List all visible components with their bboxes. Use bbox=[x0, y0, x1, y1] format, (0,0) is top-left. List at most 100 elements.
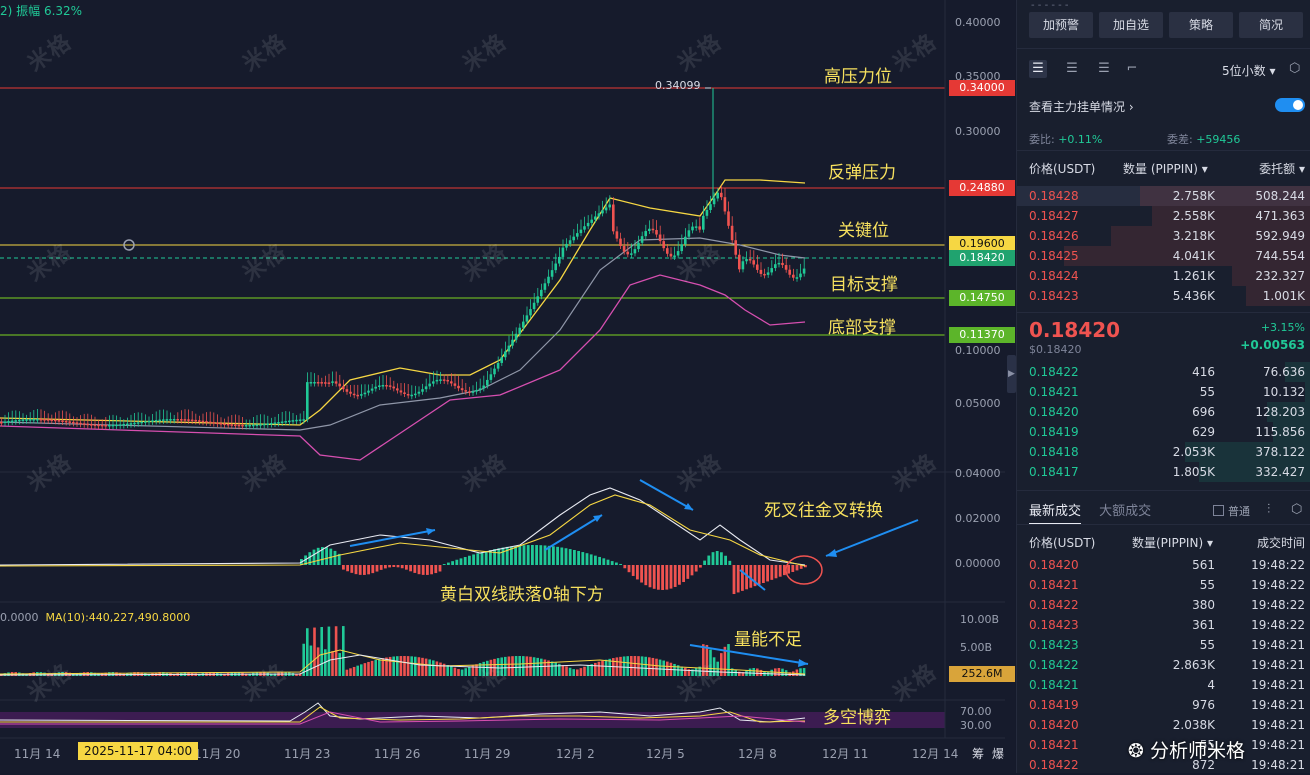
ask-qty: 2.558K bbox=[1172, 209, 1215, 223]
trade-col-qty-header[interactable]: 数量(PIPPIN) ▾ bbox=[1132, 536, 1213, 550]
candle-body bbox=[514, 333, 518, 340]
volume-bar bbox=[244, 673, 248, 676]
trade-price: 0.18420 bbox=[1029, 718, 1079, 732]
macd-bar bbox=[585, 553, 589, 565]
ask-row[interactable]: 0.18427 2.558K 471.363 bbox=[1017, 206, 1310, 226]
macd-bar bbox=[409, 565, 412, 572]
ask-row[interactable]: 0.18424 1.261K 232.327 bbox=[1017, 266, 1310, 286]
candle-body bbox=[651, 228, 655, 231]
bid-row[interactable]: 0.18421 55 10.132 bbox=[1017, 382, 1310, 402]
volume-bar bbox=[511, 656, 514, 676]
overview-button[interactable]: 简况 bbox=[1239, 12, 1303, 38]
volume-bar bbox=[561, 665, 565, 676]
volume-bar bbox=[442, 663, 446, 676]
orderbook-bids-icon[interactable]: ☰ bbox=[1066, 61, 1078, 76]
bid-row[interactable]: 0.18418 2.053K 378.122 bbox=[1017, 442, 1310, 462]
volume-bar bbox=[367, 661, 370, 676]
volume-bar bbox=[198, 673, 201, 676]
volume-bar bbox=[90, 672, 93, 676]
trade-qty: 55 bbox=[1199, 578, 1215, 592]
add-alert-button[interactable]: 加预警 bbox=[1029, 12, 1093, 38]
tab-latest-trades[interactable]: 最新成交 bbox=[1029, 500, 1082, 525]
macd-bar bbox=[707, 555, 711, 565]
trade-price: 0.18421 bbox=[1029, 578, 1079, 592]
macd-bar bbox=[762, 565, 765, 583]
liquidation-button[interactable]: 爆 bbox=[992, 747, 1005, 761]
ask-row[interactable]: 0.18423 5.436K 1.001K bbox=[1017, 286, 1310, 306]
candle-body bbox=[43, 419, 46, 421]
macd-bar bbox=[463, 557, 467, 565]
candle-body bbox=[136, 422, 140, 424]
volume-arrow bbox=[689, 644, 809, 665]
candle-body bbox=[388, 385, 392, 387]
bid-row[interactable]: 0.18420 696 128.203 bbox=[1017, 402, 1310, 422]
orderbook-both-icon[interactable]: ☰ bbox=[1029, 60, 1047, 78]
watch-mainforce-link[interactable]: 查看主力挂单情况 › bbox=[1029, 100, 1134, 114]
ask-row[interactable]: 0.18425 4.041K 744.554 bbox=[1017, 246, 1310, 266]
chart-canvas[interactable] bbox=[0, 0, 1015, 773]
candle-body bbox=[558, 256, 561, 264]
chip-distribution-button[interactable]: 筹 bbox=[972, 747, 985, 761]
macd-bar bbox=[375, 565, 379, 572]
tab-large-trades[interactable]: 大额成交 bbox=[1099, 504, 1152, 519]
orderbook-asks-icon[interactable]: ☰ bbox=[1098, 61, 1110, 76]
trade-qty: 55 bbox=[1199, 638, 1215, 652]
candle-body bbox=[799, 273, 802, 278]
candle-body bbox=[784, 265, 788, 270]
candle-body bbox=[172, 419, 176, 421]
col-total-header[interactable]: 委托额 ▾ bbox=[1259, 162, 1305, 176]
trade-time: 19:48:21 bbox=[1251, 758, 1305, 772]
volume-bar bbox=[604, 659, 608, 676]
price-tag-bottom: 0.11370 bbox=[949, 327, 1015, 343]
candle-body bbox=[716, 192, 719, 199]
volume-bar bbox=[709, 649, 712, 676]
candle-body bbox=[442, 379, 446, 381]
volume-bar bbox=[403, 656, 406, 676]
trade-time: 19:48:22 bbox=[1251, 578, 1305, 592]
candle-body bbox=[248, 424, 251, 427]
trade-time: 19:48:22 bbox=[1251, 618, 1305, 632]
trade-qty: 4 bbox=[1207, 678, 1215, 692]
depth-bar bbox=[1284, 362, 1310, 382]
candle-body bbox=[50, 419, 53, 421]
candle-body bbox=[183, 419, 187, 421]
collapse-panel-handle[interactable]: ▶ bbox=[1007, 355, 1016, 393]
chart-area[interactable]: 2) 振幅 6.32% 米格 米格 米格 米格 米格 米格 米格 米格 米格 米… bbox=[0, 0, 1150, 773]
trade-row: 0.18421 55 19:48:22 bbox=[1017, 575, 1310, 595]
candle-body bbox=[478, 388, 482, 391]
macd-bar bbox=[610, 561, 614, 565]
candle-body bbox=[273, 422, 277, 424]
macd-bar bbox=[312, 549, 316, 565]
candle-body bbox=[428, 383, 431, 387]
level-handle[interactable] bbox=[123, 239, 135, 251]
ask-price: 0.18428 bbox=[1029, 189, 1079, 203]
volume-bar bbox=[108, 672, 111, 676]
ask-row[interactable]: 0.18426 3.218K 592.949 bbox=[1017, 226, 1310, 246]
mainforce-toggle[interactable] bbox=[1275, 98, 1305, 112]
macd-bar bbox=[316, 547, 320, 565]
col-qty-header[interactable]: 数量 (PIPPIN) ▾ bbox=[1123, 162, 1208, 176]
filter-icon[interactable]: ⫶ bbox=[1267, 502, 1271, 517]
add-watchlist-button[interactable]: 加自选 bbox=[1099, 12, 1163, 38]
candle-body bbox=[356, 394, 359, 397]
volume-bar bbox=[410, 656, 413, 676]
bid-qty: 55 bbox=[1199, 385, 1215, 399]
bid-row[interactable]: 0.18422 416 76.636 bbox=[1017, 362, 1310, 382]
candle-body bbox=[738, 254, 741, 270]
trade-qty: 55 bbox=[1199, 738, 1215, 752]
orderbook-mode-icon[interactable]: ⌐ bbox=[1126, 61, 1138, 76]
cross-highlight-circle bbox=[785, 555, 823, 585]
ask-row[interactable]: 0.18428 2.758K 508.244 bbox=[1017, 186, 1310, 206]
ask-qty: 3.218K bbox=[1172, 229, 1215, 243]
candle-body bbox=[3, 421, 7, 424]
settings-icon[interactable]: ⬡ bbox=[1289, 61, 1301, 76]
bid-row[interactable]: 0.18419 629 115.856 bbox=[1017, 422, 1310, 442]
volume-bar bbox=[273, 673, 277, 676]
candle-body bbox=[57, 420, 61, 422]
volume-bar bbox=[432, 660, 435, 676]
bid-row[interactable]: 0.18417 1.805K 332.427 bbox=[1017, 462, 1310, 482]
normal-checkbox[interactable]: 普通 bbox=[1213, 503, 1250, 519]
precision-select[interactable]: 5位小数 ▾ bbox=[1222, 64, 1276, 78]
strategy-button[interactable]: 策略 bbox=[1169, 12, 1233, 38]
settings-icon[interactable]: ⬡ bbox=[1291, 502, 1303, 517]
